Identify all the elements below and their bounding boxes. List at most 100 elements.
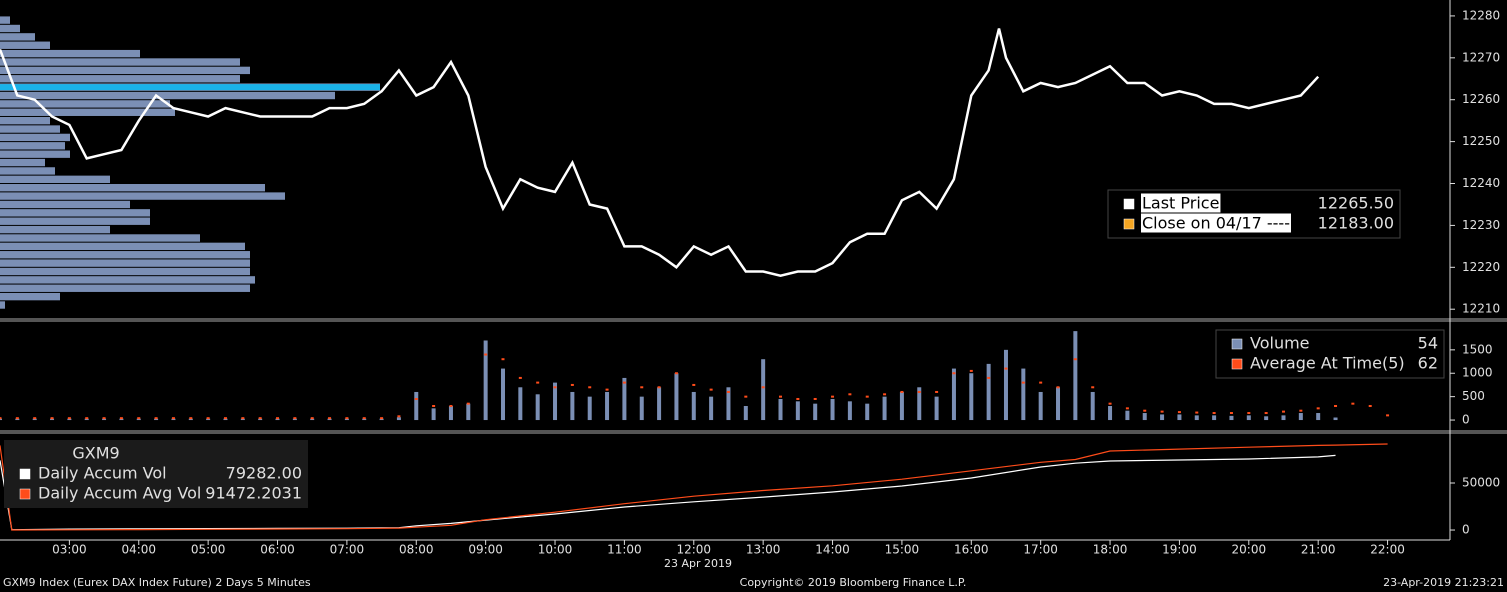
- dot: [987, 376, 991, 379]
- bar: [1194, 415, 1199, 421]
- dot: [848, 393, 852, 396]
- legend-value: 91472.2031: [205, 484, 302, 503]
- dot: [397, 415, 401, 418]
- dot: [102, 417, 106, 420]
- dot: [796, 397, 800, 400]
- profile-bar: [0, 108, 175, 116]
- bar: [1298, 413, 1303, 421]
- dot: [1351, 402, 1355, 405]
- y-tick-label: 0: [1462, 523, 1470, 537]
- profile-bar: [0, 116, 50, 125]
- dot: [1334, 405, 1338, 408]
- bar: [657, 387, 662, 421]
- dot: [553, 386, 557, 389]
- y-tick-label: 1000: [1462, 366, 1493, 380]
- profile-bar: [0, 16, 10, 24]
- bar: [1108, 406, 1113, 421]
- bar: [917, 387, 922, 421]
- dot: [67, 417, 71, 420]
- x-tick-label: 14:00: [815, 543, 850, 557]
- profile-bar: [0, 242, 245, 251]
- x-tick-label: 21:00: [1301, 543, 1336, 557]
- dot: [1160, 410, 1164, 413]
- dot: [917, 390, 921, 393]
- bar: [379, 418, 384, 421]
- dot: [310, 417, 314, 420]
- dot: [1195, 411, 1199, 414]
- dot: [1212, 412, 1216, 415]
- legend-value: 54: [1418, 334, 1438, 353]
- bar: [310, 418, 315, 421]
- legend-label: Close on 04/17 ----: [1142, 214, 1290, 233]
- dot: [223, 417, 227, 420]
- bar: [362, 418, 367, 421]
- dot: [518, 376, 522, 379]
- legend-box: [4, 440, 308, 508]
- bar: [605, 391, 610, 421]
- x-tick-label: 18:00: [1093, 543, 1128, 557]
- bar: [1281, 415, 1286, 421]
- dot: [900, 390, 904, 393]
- profile-bar: [0, 259, 250, 267]
- bar: [327, 418, 332, 421]
- profile-bar: [0, 58, 240, 66]
- bar: [154, 418, 159, 421]
- bar: [969, 373, 974, 421]
- line: [0, 28, 1320, 277]
- line: [0, 443, 1388, 531]
- profile-bar: [0, 125, 60, 133]
- x-tick-label: 08:00: [399, 543, 434, 557]
- legend-title: GXM9: [72, 444, 119, 463]
- dot: [15, 417, 19, 420]
- bar: [587, 396, 592, 421]
- bar: [535, 394, 540, 421]
- y-tick-label: 12240: [1462, 176, 1500, 190]
- profile-bar: [0, 292, 60, 301]
- y-tick-label: 12280: [1462, 8, 1500, 22]
- bar: [431, 408, 436, 421]
- dot: [137, 417, 141, 420]
- x-tick-label: 04:00: [121, 543, 156, 557]
- bar: [448, 406, 453, 421]
- bar: [84, 418, 89, 421]
- dot: [657, 386, 661, 389]
- profile-bar: [0, 251, 250, 259]
- legend-label: Last Price: [1142, 194, 1219, 213]
- x-tick-label: 10:00: [538, 543, 573, 557]
- dot: [85, 417, 89, 420]
- dot: [33, 417, 37, 420]
- legend-value: 62: [1418, 354, 1438, 373]
- legend-swatch: [1231, 338, 1243, 350]
- dot: [744, 395, 748, 398]
- legend-value: 12265.50: [1318, 194, 1394, 213]
- bar: [986, 363, 991, 421]
- dot: [640, 386, 644, 389]
- bar: [32, 418, 37, 421]
- bar: [743, 406, 748, 421]
- dot: [0, 417, 2, 420]
- legend-value: 12183.00: [1318, 214, 1394, 233]
- bar: [292, 418, 297, 421]
- dot: [484, 353, 488, 356]
- dot: [1143, 409, 1147, 412]
- dot: [276, 417, 280, 420]
- dot: [380, 417, 384, 420]
- legend-swatch: [1123, 218, 1135, 230]
- profile-bar: [0, 167, 55, 175]
- x-tick-label: 03:00: [52, 543, 87, 557]
- x-tick-label: 12:00: [676, 543, 711, 557]
- bar: [674, 373, 679, 421]
- bar: [795, 401, 800, 421]
- bar: [1003, 349, 1008, 421]
- dot: [674, 372, 678, 375]
- dot: [831, 395, 835, 398]
- legend-label-bg: [1141, 213, 1291, 233]
- profile-bar: [0, 91, 335, 100]
- y-tick-label: 500: [1462, 389, 1485, 403]
- profile-bar: [0, 41, 50, 49]
- dot: [1073, 358, 1077, 361]
- y-tick-label: 12270: [1462, 50, 1500, 64]
- legend-label: Average At Time(5): [1250, 354, 1405, 373]
- bar: [258, 418, 263, 421]
- dot: [1177, 411, 1181, 414]
